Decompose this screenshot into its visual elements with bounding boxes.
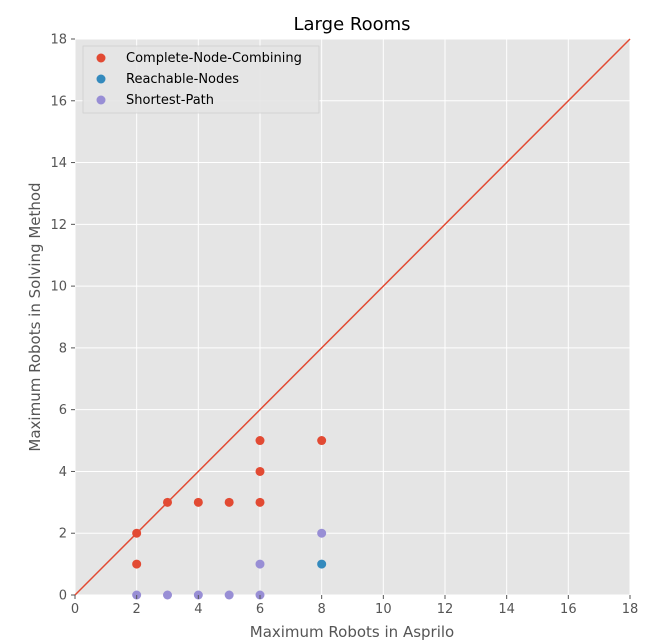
y-tick-label: 18 bbox=[50, 33, 67, 48]
grid bbox=[74, 38, 631, 596]
y-tick-label: 6 bbox=[59, 403, 67, 418]
point-complete-node-combining bbox=[317, 436, 327, 446]
x-tick-label: 0 bbox=[71, 602, 79, 617]
y-tick-label: 4 bbox=[59, 465, 67, 480]
point-complete-node-combining bbox=[255, 497, 265, 507]
y-tick-label: 2 bbox=[59, 527, 67, 542]
legend-label-shortest-path: Shortest-Path bbox=[126, 93, 214, 108]
legend-marker-reachable-nodes bbox=[96, 74, 106, 84]
point-complete-node-combining bbox=[255, 436, 265, 446]
x-tick-label: 2 bbox=[133, 602, 141, 617]
y-tick-label: 8 bbox=[59, 341, 67, 356]
y-axis-ticks: 0 2 4 6 8 10 12 14 16 18 bbox=[50, 33, 75, 604]
legend-marker-shortest-path bbox=[96, 95, 106, 105]
point-shortest-path bbox=[224, 590, 234, 600]
x-tick-label: 10 bbox=[375, 602, 392, 617]
point-shortest-path bbox=[255, 559, 265, 569]
legend-label-complete-node-combining: Complete-Node-Combining bbox=[126, 51, 302, 66]
y-tick-label: 10 bbox=[50, 280, 67, 295]
point-complete-node-combining bbox=[255, 466, 265, 476]
y-tick-label: 12 bbox=[50, 218, 67, 233]
chart-title: Large Rooms bbox=[294, 14, 411, 35]
legend-marker-complete-node-combining bbox=[96, 53, 106, 63]
point-complete-node-combining bbox=[193, 497, 203, 507]
x-tick-label: 8 bbox=[318, 602, 326, 617]
point-complete-node-combining bbox=[224, 497, 234, 507]
x-tick-label: 4 bbox=[194, 602, 202, 617]
x-tick-label: 18 bbox=[622, 602, 639, 617]
point-shortest-path bbox=[163, 590, 172, 600]
legend: Complete-Node-Combining Reachable-Nodes … bbox=[82, 45, 320, 114]
point-complete-node-combining bbox=[163, 497, 172, 507]
y-axis-title: Maximum Robots in Solving Method bbox=[26, 182, 44, 451]
legend-label-reachable-nodes: Reachable-Nodes bbox=[126, 72, 239, 87]
x-tick-label: 12 bbox=[437, 602, 454, 617]
point-shortest-path bbox=[317, 528, 327, 538]
legend-box bbox=[82, 45, 320, 114]
y-tick-label: 14 bbox=[50, 156, 67, 171]
point-reachable-nodes bbox=[317, 559, 327, 569]
x-tick-label: 16 bbox=[560, 602, 577, 617]
x-tick-label: 14 bbox=[498, 602, 515, 617]
point-complete-node-combining bbox=[132, 528, 142, 538]
x-tick-label: 6 bbox=[256, 602, 264, 617]
y-tick-label: 16 bbox=[50, 94, 67, 109]
x-axis-title: Maximum Robots in Asprilo bbox=[250, 623, 455, 641]
y-tick-label: 0 bbox=[59, 589, 67, 604]
point-complete-node-combining bbox=[132, 559, 142, 569]
x-axis-ticks: 0 2 4 6 8 10 12 14 16 18 bbox=[71, 595, 638, 617]
